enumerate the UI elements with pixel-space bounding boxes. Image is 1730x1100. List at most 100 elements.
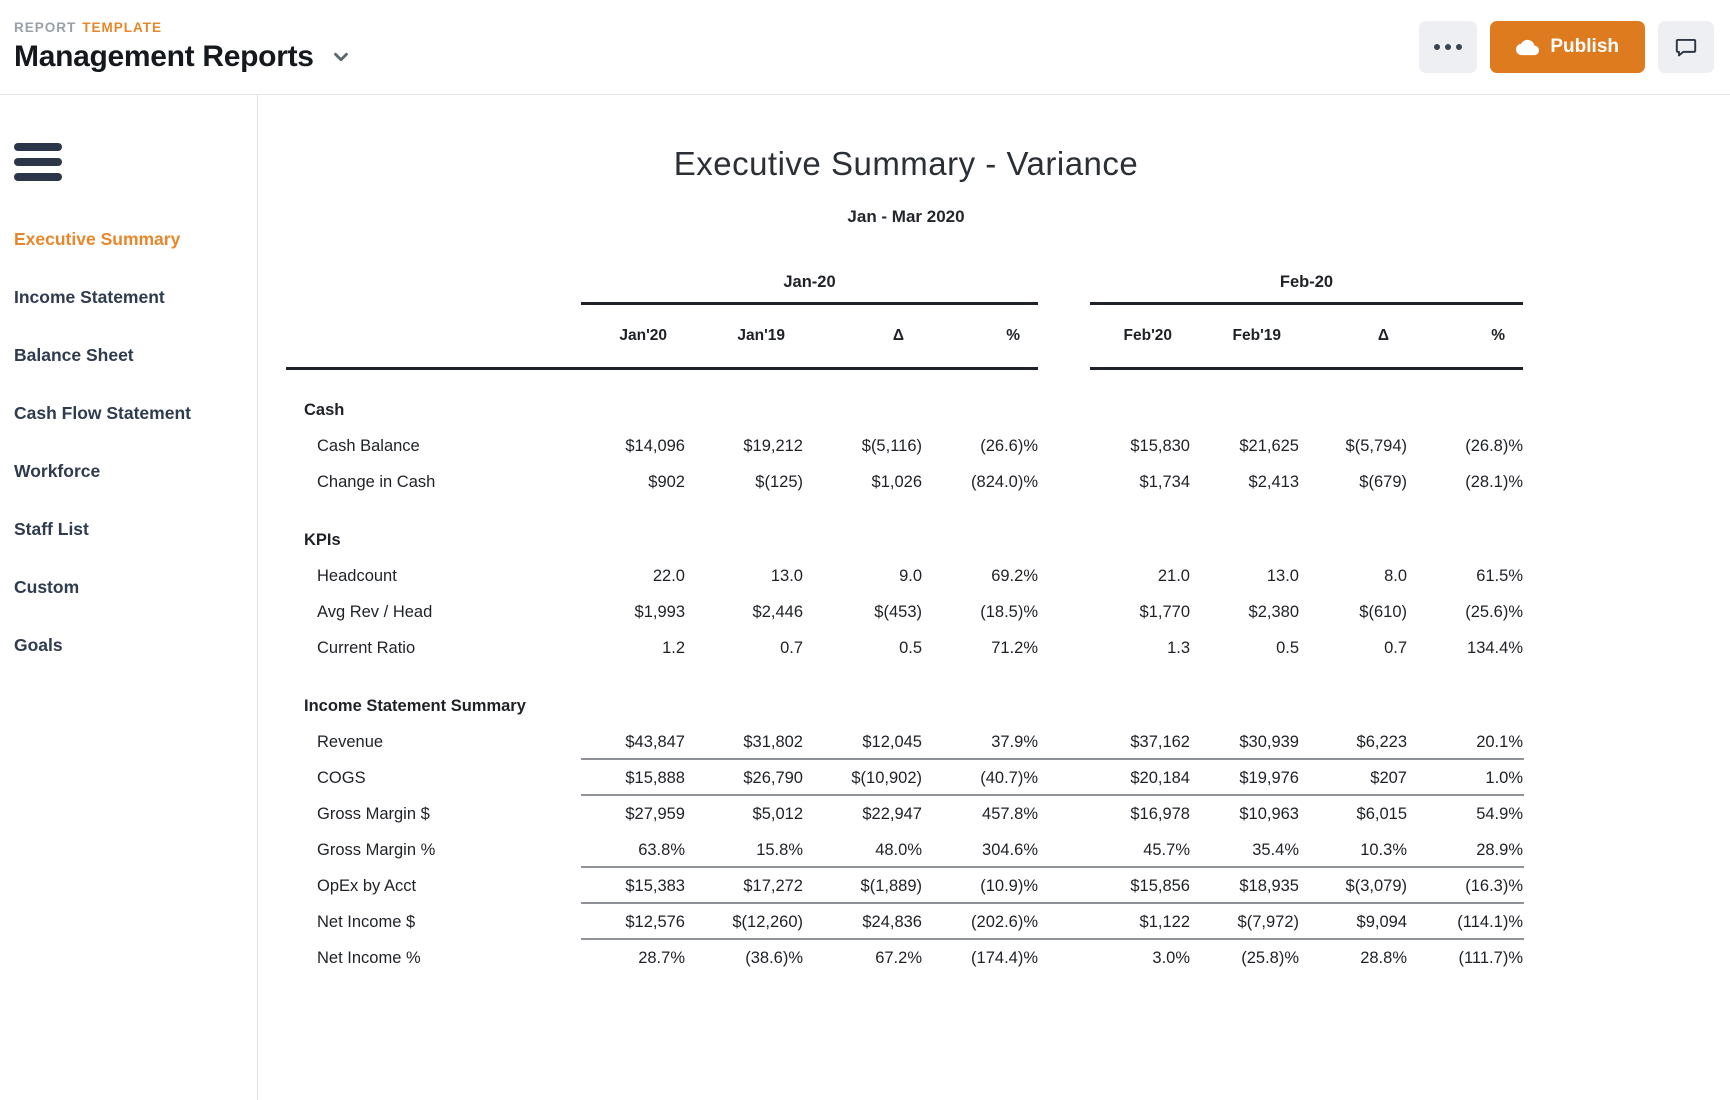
table-cell: (111.7)% xyxy=(1458,948,1523,967)
table-cell: 22.0 xyxy=(652,566,685,585)
column-header-percent: % xyxy=(1006,327,1020,344)
table-cell: $(5,116) xyxy=(861,436,922,455)
table-cell: 9.0 xyxy=(899,566,922,585)
table-cell: $6,223 xyxy=(1356,732,1407,751)
table-cell: $16,978 xyxy=(1130,804,1190,823)
table-cell: $15,383 xyxy=(625,876,685,895)
table-group-row: Jan-20 Feb-20 xyxy=(286,273,1526,305)
table-cell: (114.1)% xyxy=(1457,912,1523,931)
table-cell: 0.5 xyxy=(899,638,922,657)
table-cell: 67.2% xyxy=(875,948,922,967)
column-header: Jan'20 xyxy=(619,327,667,344)
sidebar-item-custom[interactable]: Custom xyxy=(14,577,80,597)
table-cell: 28.9% xyxy=(1476,840,1523,859)
more-options-button[interactable] xyxy=(1419,21,1478,73)
table-cell: $1,026 xyxy=(871,472,922,491)
table-cell: $(453) xyxy=(874,602,922,621)
table-cell: $(125) xyxy=(755,472,803,491)
table-cell: $2,380 xyxy=(1248,602,1299,621)
table-cell: (25.8)% xyxy=(1241,948,1299,967)
topbar-actions: Publish xyxy=(1419,21,1714,73)
table-cell: $(10,902) xyxy=(851,768,922,787)
topbar-left: REPORT TEMPLATE Management Reports xyxy=(14,20,352,74)
sidebar-item-staff-list[interactable]: Staff List xyxy=(14,519,89,539)
row-label: Change in Cash xyxy=(317,472,436,491)
table-cell: 45.7% xyxy=(1143,840,1190,859)
table-cell: $20,184 xyxy=(1130,768,1190,787)
row-label: COGS xyxy=(317,768,366,787)
table-cell: $19,976 xyxy=(1239,768,1299,787)
chevron-down-icon xyxy=(333,52,348,62)
table-cell: (16.3)% xyxy=(1465,876,1523,895)
table-cell: (824.0)% xyxy=(971,472,1038,491)
table-cell: 13.0 xyxy=(1266,566,1299,585)
table-cell: (26.8)% xyxy=(1465,436,1523,455)
column-header: Feb'20 xyxy=(1123,327,1172,344)
table-cell: $2,446 xyxy=(752,602,803,621)
table-row: Revenue $43,847 $31,802 $12,045 37.9% $37,162… xyxy=(286,724,1526,760)
table-cell: (10.9)% xyxy=(980,876,1038,895)
row-label: Net Income % xyxy=(317,948,421,967)
sidebar-nav: Executive Summary Income Statement Balance… xyxy=(14,229,247,656)
ellipsis-icon xyxy=(1434,44,1441,50)
table-cell: 35.4% xyxy=(1252,840,1299,859)
table-section-row: KPIs xyxy=(286,500,1526,558)
main-content: Executive Summary - Variance Jan - Mar 2… xyxy=(258,95,1730,1100)
table-cell: 15.8% xyxy=(756,840,803,859)
table-cell: 0.7 xyxy=(780,638,803,657)
comments-button[interactable] xyxy=(1658,21,1714,73)
table-cell: $21,625 xyxy=(1239,436,1299,455)
sidebar: Executive Summary Income Statement Balance… xyxy=(0,95,258,1100)
cloud-icon xyxy=(1516,39,1540,55)
table-cell: $902 xyxy=(648,472,685,491)
hamburger-menu-icon[interactable] xyxy=(14,143,62,181)
table-cell: 0.5 xyxy=(1276,638,1299,657)
sidebar-item-balance-sheet[interactable]: Balance Sheet xyxy=(14,345,134,365)
table-body: Cash Cash Balance $14,096 $19,212 $(5,116) (2… xyxy=(286,370,1526,976)
table-cell: $(12,260) xyxy=(732,912,803,931)
group-header-jan: Jan-20 xyxy=(581,273,1038,305)
row-label: Revenue xyxy=(317,732,384,751)
sidebar-item-goals[interactable]: Goals xyxy=(14,635,63,655)
row-label: Current Ratio xyxy=(317,638,416,657)
row-label: Headcount xyxy=(317,566,397,585)
table-cell: $27,959 xyxy=(625,804,685,823)
table-cell: 13.0 xyxy=(770,566,803,585)
report-template-toggle: REPORT TEMPLATE xyxy=(14,20,352,35)
toggle-report[interactable]: REPORT xyxy=(14,20,77,35)
table-cell: (26.6)% xyxy=(980,436,1038,455)
column-header-delta: Δ xyxy=(1377,327,1389,344)
table-cell: $1,993 xyxy=(634,602,685,621)
table-cell: 1.0% xyxy=(1485,768,1523,787)
sidebar-item-income-statement[interactable]: Income Statement xyxy=(14,287,165,307)
table-cell: 134.4% xyxy=(1467,638,1523,657)
table-cell: $15,830 xyxy=(1130,436,1190,455)
sidebar-item-workforce[interactable]: Workforce xyxy=(14,461,101,481)
sidebar-item-cash-flow-statement[interactable]: Cash Flow Statement xyxy=(14,403,191,423)
table-cell: $26,790 xyxy=(743,768,803,787)
page-title: Management Reports xyxy=(14,40,314,73)
report-subtitle: Jan - Mar 2020 xyxy=(847,207,965,226)
toggle-template[interactable]: TEMPLATE xyxy=(82,20,163,35)
report-title: Executive Summary - Variance xyxy=(673,145,1139,182)
table-cell: $10,963 xyxy=(1239,804,1299,823)
row-label: Gross Margin $ xyxy=(317,804,430,823)
table-row: Net Income % 28.7% (38.6)% 67.2% (174.4)% 3.0… xyxy=(286,940,1526,976)
table-cell: $1,770 xyxy=(1139,602,1190,621)
comment-bubble-icon xyxy=(1675,38,1697,57)
publish-label: Publish xyxy=(1550,36,1619,57)
table-cell: $9,094 xyxy=(1356,912,1407,931)
topbar: REPORT TEMPLATE Management Reports Publis… xyxy=(0,0,1730,95)
table-cell: 54.9% xyxy=(1476,804,1523,823)
variance-table: Jan-20 Feb-20 Jan'20 Jan'19 Δ % Feb'20 F… xyxy=(286,273,1526,976)
table-subheader-row: Jan'20 Jan'19 Δ % Feb'20 Feb'19 Δ % xyxy=(286,305,1526,367)
table-cell: 63.8% xyxy=(638,840,685,859)
sidebar-item-executive-summary[interactable]: Executive Summary xyxy=(14,229,181,249)
table-cell: 21.0 xyxy=(1157,566,1190,585)
publish-button[interactable]: Publish xyxy=(1490,21,1645,73)
table-cell: 28.7% xyxy=(638,948,685,967)
table-row: Cash Balance $14,096 $19,212 $(5,116) (26.6)… xyxy=(286,428,1526,464)
table-cell: 8.0 xyxy=(1384,566,1407,585)
table-cell: $15,888 xyxy=(625,768,685,787)
title-dropdown-button[interactable] xyxy=(330,46,352,68)
